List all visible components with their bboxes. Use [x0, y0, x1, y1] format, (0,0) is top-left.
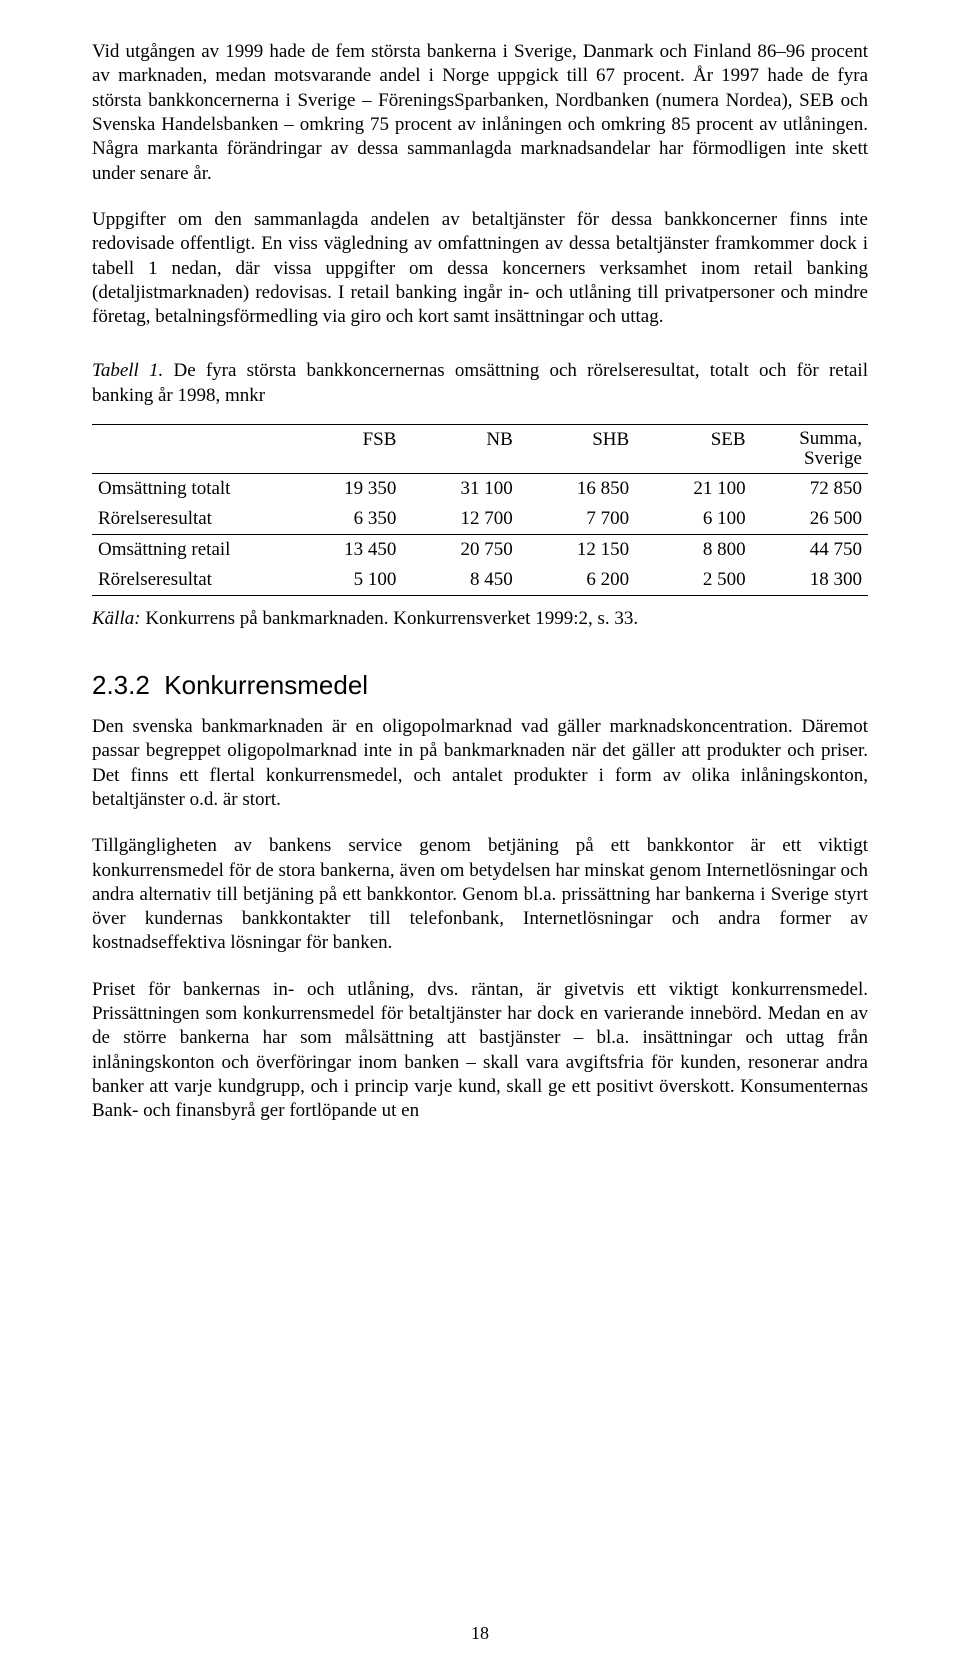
table-cell: 44 750	[752, 534, 868, 565]
source-label: Källa:	[92, 608, 141, 629]
table-cell: 26 500	[752, 504, 868, 535]
table-cell: 12 150	[519, 534, 635, 565]
section-title: Konkurrensmedel	[164, 670, 368, 700]
table-cell: 18 300	[752, 565, 868, 596]
table-cell: 8 450	[402, 565, 518, 596]
page-number: 18	[0, 1623, 960, 1644]
table-header-cell	[92, 425, 294, 474]
table-source: Källa: Konkurrens på bankmarknaden. Konk…	[92, 608, 868, 630]
table-row: Rörelseresultat5 1008 4506 2002 50018 30…	[92, 565, 868, 596]
table-row: Rörelseresultat6 35012 7007 7006 10026 5…	[92, 504, 868, 535]
table-header-row: FSBNBSHBSEBSumma,Sverige	[92, 425, 868, 474]
table-header-cell: SEB	[635, 425, 751, 474]
table-cell: 6 100	[635, 504, 751, 535]
document-page: Vid utgången av 1999 hade de fem största…	[0, 0, 960, 1664]
table-cell: 16 850	[519, 473, 635, 504]
table-cell: 5 100	[294, 565, 403, 596]
paragraph-2: Uppgifter om den sammanlagda andelen av …	[92, 208, 868, 330]
table-cell: 2 500	[635, 565, 751, 596]
table-cell: 21 100	[635, 473, 751, 504]
paragraph-4: Tillgängligheten av bankens service geno…	[92, 834, 868, 956]
table-cell: 12 700	[402, 504, 518, 535]
table-cell: 19 350	[294, 473, 403, 504]
table-caption-text: De fyra största bankkoncernernas omsättn…	[92, 360, 868, 405]
table-cell: 7 700	[519, 504, 635, 535]
table-cell: Rörelseresultat	[92, 565, 294, 596]
table-cell: 31 100	[402, 473, 518, 504]
section-heading: 2.3.2 Konkurrensmedel	[92, 670, 868, 701]
table-cell: Omsättning totalt	[92, 473, 294, 504]
table-cell: 20 750	[402, 534, 518, 565]
table-cell: 6 200	[519, 565, 635, 596]
table-cell: Omsättning retail	[92, 534, 294, 565]
table-header-cell: NB	[402, 425, 518, 474]
source-text: Konkurrens på bankmarknaden. Konkurrensv…	[141, 608, 639, 629]
section-number: 2.3.2	[92, 670, 150, 700]
table-header-cell: Summa,Sverige	[752, 425, 868, 474]
table-cell: 13 450	[294, 534, 403, 565]
table-row: Omsättning retail13 45020 75012 1508 800…	[92, 534, 868, 565]
bank-data-table: FSBNBSHBSEBSumma,Sverige Omsättning tota…	[92, 424, 868, 596]
paragraph-3: Den svenska bankmarknaden är en oligopol…	[92, 715, 868, 812]
table-cell: 8 800	[635, 534, 751, 565]
table-body: Omsättning totalt19 35031 10016 85021 10…	[92, 473, 868, 595]
paragraph-5: Priset för bankernas in- och utlåning, d…	[92, 978, 868, 1124]
table-header-cell: FSB	[294, 425, 403, 474]
table-label: Tabell 1.	[92, 360, 163, 381]
table-header-cell: SHB	[519, 425, 635, 474]
table-cell: Rörelseresultat	[92, 504, 294, 535]
table-caption: Tabell 1. De fyra största bankkoncernern…	[92, 359, 868, 408]
table-row: Omsättning totalt19 35031 10016 85021 10…	[92, 473, 868, 504]
table-cell: 6 350	[294, 504, 403, 535]
paragraph-1: Vid utgången av 1999 hade de fem största…	[92, 40, 868, 186]
table-cell: 72 850	[752, 473, 868, 504]
